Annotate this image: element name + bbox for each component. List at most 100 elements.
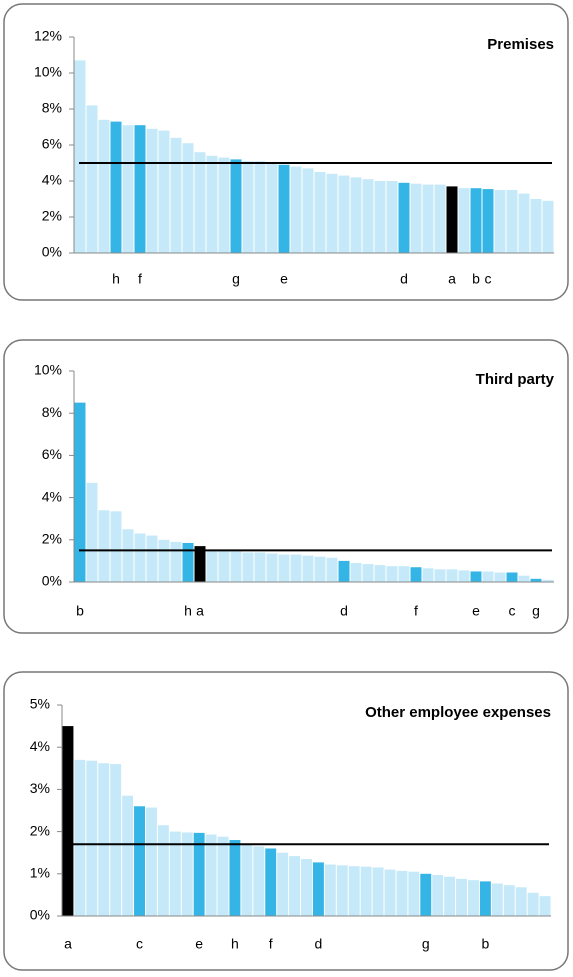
- bar: [362, 564, 374, 582]
- bar: [206, 155, 218, 253]
- bar: [408, 871, 420, 916]
- y-tick-label: 4%: [30, 738, 50, 754]
- chart-title: Other employee expenses: [365, 704, 551, 721]
- bar: [386, 181, 398, 253]
- bar: [205, 834, 217, 916]
- bar: [362, 179, 374, 253]
- bar: [503, 885, 515, 916]
- bar: [338, 175, 350, 253]
- bar: [506, 190, 518, 253]
- bar: [446, 186, 458, 253]
- bar: [253, 846, 265, 916]
- bar: [110, 121, 122, 253]
- bar: [242, 161, 254, 253]
- bar: [518, 575, 530, 582]
- bar: [434, 569, 446, 582]
- bar: [434, 184, 446, 253]
- bar: [290, 166, 302, 253]
- bar: [134, 125, 146, 253]
- y-tick-label: 12%: [34, 28, 62, 44]
- bar: [444, 876, 456, 916]
- bar: [350, 177, 362, 253]
- bar: [193, 832, 205, 916]
- bar: [301, 859, 312, 916]
- x-tick-label: d: [340, 603, 348, 619]
- bar: [479, 881, 491, 916]
- bar: [122, 795, 134, 916]
- y-tick-label: 4%: [42, 488, 62, 504]
- bar: [398, 566, 410, 582]
- panel-frame: [3, 671, 569, 971]
- bar: [458, 570, 470, 582]
- bar: [194, 546, 206, 582]
- bar: [277, 852, 289, 916]
- bar: [398, 182, 410, 253]
- bar: [542, 200, 554, 253]
- bar: [372, 867, 384, 916]
- x-tick-label: c: [485, 271, 492, 287]
- bar: [312, 862, 324, 916]
- y-tick-label: 6%: [42, 446, 62, 462]
- x-tick-label: b: [482, 936, 490, 952]
- y-tick-label: 0%: [42, 573, 62, 589]
- bar: [98, 119, 110, 253]
- bar: [410, 567, 422, 582]
- bar: [158, 539, 170, 582]
- bar: [326, 557, 338, 582]
- bar: [254, 161, 266, 253]
- bar: [324, 864, 336, 916]
- bar: [348, 866, 360, 916]
- bar: [491, 883, 503, 916]
- bar: [515, 887, 527, 916]
- bar: [122, 529, 134, 582]
- y-tick-label: 5%: [30, 696, 50, 712]
- bar: [181, 832, 193, 916]
- bar: [360, 866, 372, 916]
- bar: [146, 535, 158, 582]
- bar: [157, 825, 169, 916]
- bar: [422, 568, 434, 582]
- bar: [539, 896, 551, 916]
- bar: [74, 60, 86, 254]
- bar: [182, 143, 194, 253]
- bar: [218, 157, 230, 253]
- y-tick-label: 1%: [30, 865, 50, 881]
- bar: [290, 554, 302, 582]
- x-tick-label: g: [232, 271, 240, 287]
- bar: [145, 807, 157, 916]
- bar: [266, 163, 278, 253]
- y-tick-label: 2%: [30, 822, 50, 838]
- bar: [446, 569, 458, 582]
- bar: [374, 181, 386, 253]
- x-tick-label: h: [231, 936, 239, 952]
- chart-title: Third party: [476, 371, 555, 388]
- y-tick-label: 8%: [42, 404, 62, 420]
- x-tick-label: b: [76, 603, 84, 619]
- chart-title: Premises: [487, 36, 554, 53]
- bar: [278, 164, 290, 253]
- y-tick-label: 2%: [42, 531, 62, 547]
- bar: [158, 130, 170, 253]
- x-tick-label: h: [184, 603, 192, 619]
- bar: [456, 878, 468, 916]
- bar: [530, 199, 542, 253]
- bar: [242, 552, 254, 582]
- bar: [422, 184, 434, 253]
- bar: [314, 172, 326, 253]
- x-tick-label: c: [136, 936, 143, 952]
- bar: [98, 510, 110, 582]
- bar: [254, 552, 266, 582]
- bar: [146, 128, 158, 253]
- bar: [338, 560, 350, 582]
- y-tick-label: 0%: [42, 244, 62, 260]
- bar: [74, 759, 86, 916]
- bar: [229, 840, 241, 916]
- y-tick-label: 6%: [42, 136, 62, 152]
- bar: [74, 402, 86, 582]
- bar: [110, 511, 122, 582]
- bar: [170, 541, 182, 582]
- bar: [217, 836, 229, 916]
- y-tick-label: 2%: [42, 208, 62, 224]
- bar: [314, 556, 326, 582]
